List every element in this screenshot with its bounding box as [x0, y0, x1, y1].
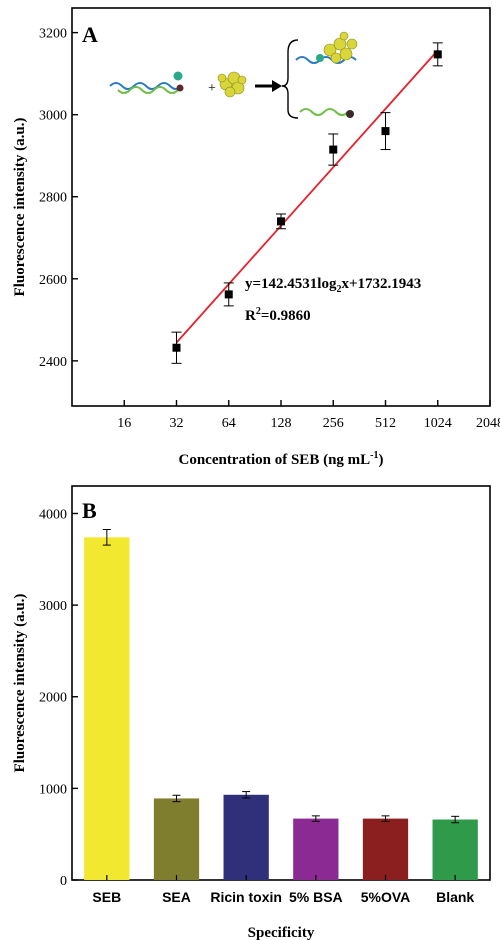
a-x-tick-label: 1024	[424, 416, 452, 431]
panel-a-letter: A	[82, 22, 98, 47]
a-y-tick-label: 3000	[39, 109, 67, 124]
a-x-tick-label: 64	[222, 416, 236, 431]
panel-b: B 0 1000 2000 3000 4000 SEB SEA Ricin toxin 5% …	[12, 485, 491, 940]
panel-a-y-axis-label: Fluorescence intensity (a.u.)	[12, 118, 28, 297]
bar	[432, 819, 478, 880]
a-y-tick-label: 2800	[39, 191, 67, 206]
a-data-point	[277, 217, 285, 226]
released-strand	[299, 108, 349, 116]
a-data-point	[433, 50, 442, 59]
a-y-tick-label: 2400	[39, 355, 67, 370]
dna-strand-blue	[109, 82, 183, 90]
reaction-arrow-head	[272, 80, 282, 92]
b-category-label: SEA	[162, 889, 191, 905]
bar	[153, 798, 200, 880]
r2-superscript: 2	[256, 306, 261, 317]
r2-suffix: =0.9860	[261, 308, 311, 324]
b-category-label: Ricin toxin	[210, 889, 282, 905]
b-category-label: Blank	[436, 889, 474, 905]
fit-line	[175, 49, 439, 344]
b-category-label: 5% BSA	[289, 889, 343, 905]
panel-a-y-axis-ticks: 2400 2600 2800 3000 3200	[39, 27, 78, 370]
equation-suffix: x+1732.1943	[341, 276, 421, 292]
bracket	[281, 39, 299, 119]
panel-a-x-axis-label: Concentration of SEB (ng mL-1)	[178, 450, 383, 468]
equation-subscript: 2	[336, 284, 341, 295]
panel-b-y-axis-ticks: 0 1000 2000 3000 4000	[39, 507, 78, 889]
b-category-label: SEB	[92, 889, 121, 905]
a-x-tick-label: 16	[117, 416, 131, 431]
a-x-tick-label: 512	[375, 416, 396, 431]
b-y-tick-label: 0	[60, 874, 67, 889]
a-x-tick-label: 128	[271, 416, 292, 431]
panel-a-r2: R2=0.9860	[245, 306, 311, 324]
panel-b-x-axis-label: Specificity	[248, 925, 315, 940]
bound-fluorophore	[316, 54, 324, 62]
a-y-tick-label: 3200	[39, 27, 67, 42]
panel-b-letter: B	[82, 498, 97, 523]
b-category-label: 5%OVA	[361, 889, 411, 905]
b-y-tick-label: 2000	[39, 691, 67, 706]
a-data-point	[381, 127, 390, 136]
b-y-tick-label: 3000	[39, 599, 67, 614]
dna-strand-green	[117, 86, 179, 94]
released-quencher	[346, 110, 354, 118]
fluorophore-dot	[173, 71, 183, 81]
plus-sign: +	[208, 81, 216, 96]
protein-cluster-2	[323, 31, 358, 64]
bar	[362, 818, 409, 880]
panel-b-bars: SEB SEA Ricin toxin 5% BSA 5%OVA Blank	[84, 529, 478, 905]
panel-b-plot-frame	[71, 485, 491, 881]
panel-b-y-axis-label: Fluorescence intensity (a.u.)	[12, 594, 28, 773]
b-y-tick-label: 4000	[39, 507, 67, 522]
bar	[84, 537, 130, 880]
a-data-point	[329, 145, 338, 154]
b-y-tick-label: 1000	[39, 782, 67, 797]
bar	[293, 818, 339, 880]
panel-a-equation: y=142.4531log2x+1732.1943	[245, 276, 421, 295]
a-x-tick-label: 2048	[476, 416, 500, 431]
a-data-point	[172, 343, 181, 352]
x-label-superscript: -1	[370, 450, 378, 461]
quencher-dot	[176, 84, 184, 92]
x-label-end: )	[379, 452, 384, 468]
a-x-tick-label: 256	[323, 416, 344, 431]
panel-a-plot-frame	[71, 7, 491, 407]
panel-a-x-axis-ticks: 16 32 64 128 256 512 1024 2048	[117, 400, 500, 431]
panel-a-fit-line-group	[175, 49, 439, 344]
a-y-tick-label: 2600	[39, 273, 67, 288]
protein-cluster-1	[217, 71, 247, 98]
schematic-illustration: +	[109, 31, 358, 119]
bar	[223, 794, 269, 880]
panel-a-data-points	[171, 42, 443, 364]
a-x-tick-label: 32	[170, 416, 184, 431]
a-data-point	[224, 290, 233, 299]
